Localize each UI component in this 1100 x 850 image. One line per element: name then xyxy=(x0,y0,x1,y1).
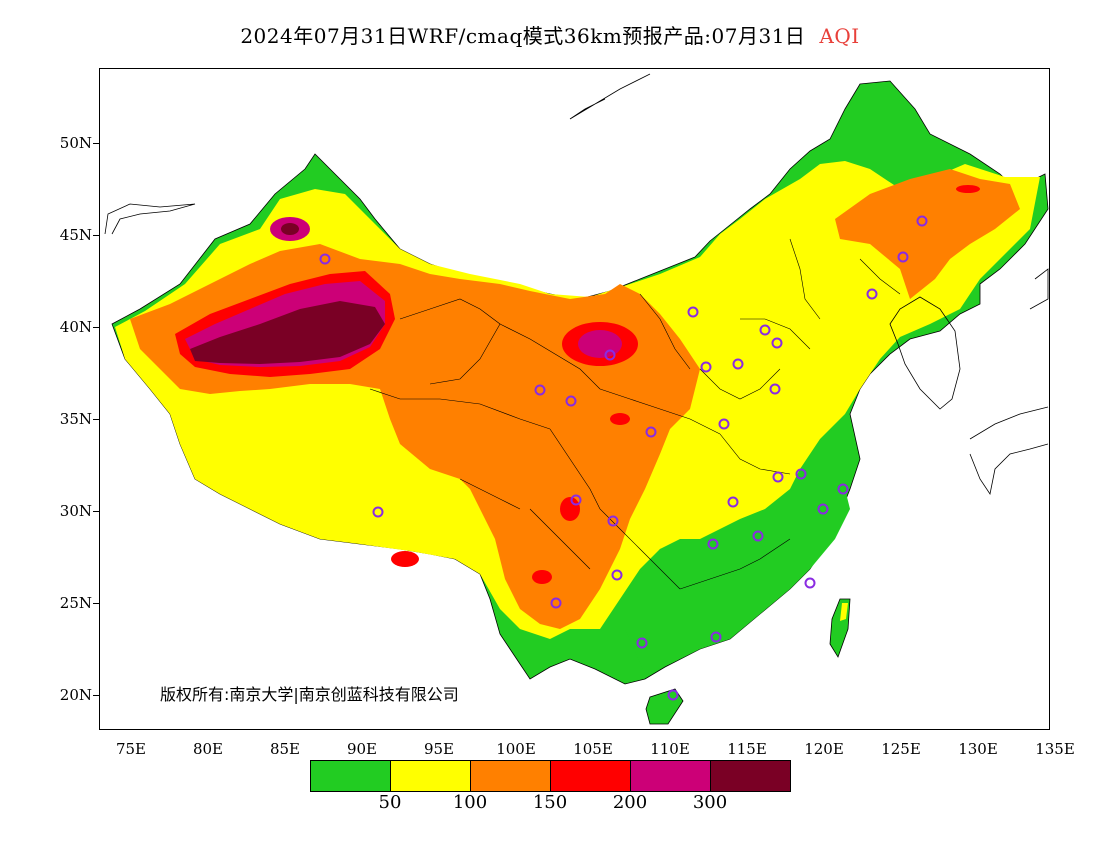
aqi-orange-zone-northeast xyxy=(835,169,1020,299)
lake-outline xyxy=(569,73,651,120)
lon-label-125: 125E xyxy=(881,740,921,758)
hainan-island xyxy=(645,688,684,725)
station-circle-icon xyxy=(611,569,623,581)
station-circle-icon xyxy=(707,538,719,550)
station-circle-icon xyxy=(607,515,619,527)
legend-swatch-5 xyxy=(711,761,790,791)
lon-label-105: 105E xyxy=(573,740,613,758)
station-circle-icon xyxy=(636,637,648,649)
station-circle-icon xyxy=(866,288,878,300)
station-circle-icon xyxy=(769,383,781,395)
station-circle-icon xyxy=(916,215,928,227)
lat-label-25: 25N xyxy=(59,594,92,612)
legend-label-300: 300 xyxy=(692,792,728,813)
lon-label-135: 135E xyxy=(1035,740,1075,758)
station-circle-icon xyxy=(772,471,784,483)
legend-swatch-3 xyxy=(551,761,631,791)
aqi-hotspot-henan xyxy=(610,413,630,425)
station-circle-icon xyxy=(372,506,384,518)
aqi-hotspot-tibet-south xyxy=(391,551,419,567)
legend-label-200: 200 xyxy=(612,792,648,813)
station-circle-icon xyxy=(534,384,546,396)
lat-label-30: 30N xyxy=(59,502,92,520)
station-circle-icon xyxy=(604,349,616,361)
station-circle-icon xyxy=(570,494,582,506)
lon-label-100: 100E xyxy=(496,740,536,758)
station-circle-icon xyxy=(727,496,739,508)
station-circle-icon xyxy=(795,468,807,480)
map-frame[interactable] xyxy=(99,68,1050,730)
station-circle-icon xyxy=(897,251,909,263)
station-circle-icon xyxy=(759,324,771,336)
y-tick-20 xyxy=(93,695,99,696)
aqi-legend xyxy=(310,760,791,792)
aqi-hotspot-northeast xyxy=(956,185,980,193)
legend-label-150: 150 xyxy=(532,792,568,813)
lon-label-110: 110E xyxy=(650,740,690,758)
lon-label-80: 80E xyxy=(192,740,224,758)
lon-label-120: 120E xyxy=(804,740,844,758)
legend-label-100: 100 xyxy=(452,792,488,813)
station-circle-icon xyxy=(752,530,764,542)
aqi-hotspot-ningxia-core xyxy=(578,330,622,358)
japan-outline xyxy=(969,268,1049,496)
taiwan-yellow xyxy=(840,603,848,621)
lon-label-95: 95E xyxy=(423,740,455,758)
station-circle-icon xyxy=(804,577,816,589)
y-tick-35 xyxy=(93,419,99,420)
lon-label-75: 75E xyxy=(115,740,147,758)
y-tick-40 xyxy=(93,327,99,328)
station-circle-icon xyxy=(837,483,849,495)
legend-label-50: 50 xyxy=(378,792,402,813)
station-circle-icon xyxy=(700,361,712,373)
copyright-text: 版权所有:南京大学|南京创蓝科技有限公司 xyxy=(160,685,459,704)
legend-swatch-1 xyxy=(391,761,471,791)
station-circle-icon xyxy=(319,253,331,265)
y-tick-25 xyxy=(93,603,99,604)
station-circle-icon xyxy=(718,418,730,430)
lon-label-115: 115E xyxy=(727,740,767,758)
station-circle-icon xyxy=(732,358,744,370)
lat-label-45: 45N xyxy=(59,226,92,244)
station-circle-icon xyxy=(550,597,562,609)
station-circle-icon xyxy=(710,631,722,643)
aqi-hotspot-north-xinjiang-core xyxy=(281,223,299,235)
y-tick-45 xyxy=(93,235,99,236)
station-circle-icon xyxy=(771,337,783,349)
legend-swatch-0 xyxy=(311,761,391,791)
title-text: 2024年07月31日WRF/cmaq模式36km预报产品:07月31日 xyxy=(240,24,806,48)
caspian-outline xyxy=(104,203,196,235)
lat-label-50: 50N xyxy=(59,134,92,152)
aqi-hotspot-yunnan xyxy=(532,570,552,584)
lon-label-90: 90E xyxy=(346,740,378,758)
legend-swatch-2 xyxy=(471,761,551,791)
station-circle-icon xyxy=(565,395,577,407)
map-title: 2024年07月31日WRF/cmaq模式36km预报产品:07月31日 AQI xyxy=(0,20,1100,49)
variable-label: AQI xyxy=(819,24,860,48)
legend-swatch-4 xyxy=(631,761,711,791)
station-circle-icon xyxy=(687,306,699,318)
aqi-map xyxy=(104,73,1049,725)
station-circle-icon xyxy=(667,689,679,701)
station-circle-icon xyxy=(645,426,657,438)
province-borders xyxy=(369,238,901,590)
lon-label-130: 130E xyxy=(958,740,998,758)
aqi-hotspot-sichuan xyxy=(560,497,580,521)
y-tick-50 xyxy=(93,143,99,144)
aqi-maroon-zone-west xyxy=(190,301,385,364)
lon-label-85: 85E xyxy=(269,740,301,758)
aqi-green-zone-southeast xyxy=(625,459,850,674)
station-markers xyxy=(319,215,928,701)
y-tick-30 xyxy=(93,511,99,512)
lat-label-35: 35N xyxy=(59,410,92,428)
station-circle-icon xyxy=(817,503,829,515)
korea-outline xyxy=(889,296,961,410)
lat-label-20: 20N xyxy=(59,686,92,704)
lat-label-40: 40N xyxy=(59,318,92,336)
